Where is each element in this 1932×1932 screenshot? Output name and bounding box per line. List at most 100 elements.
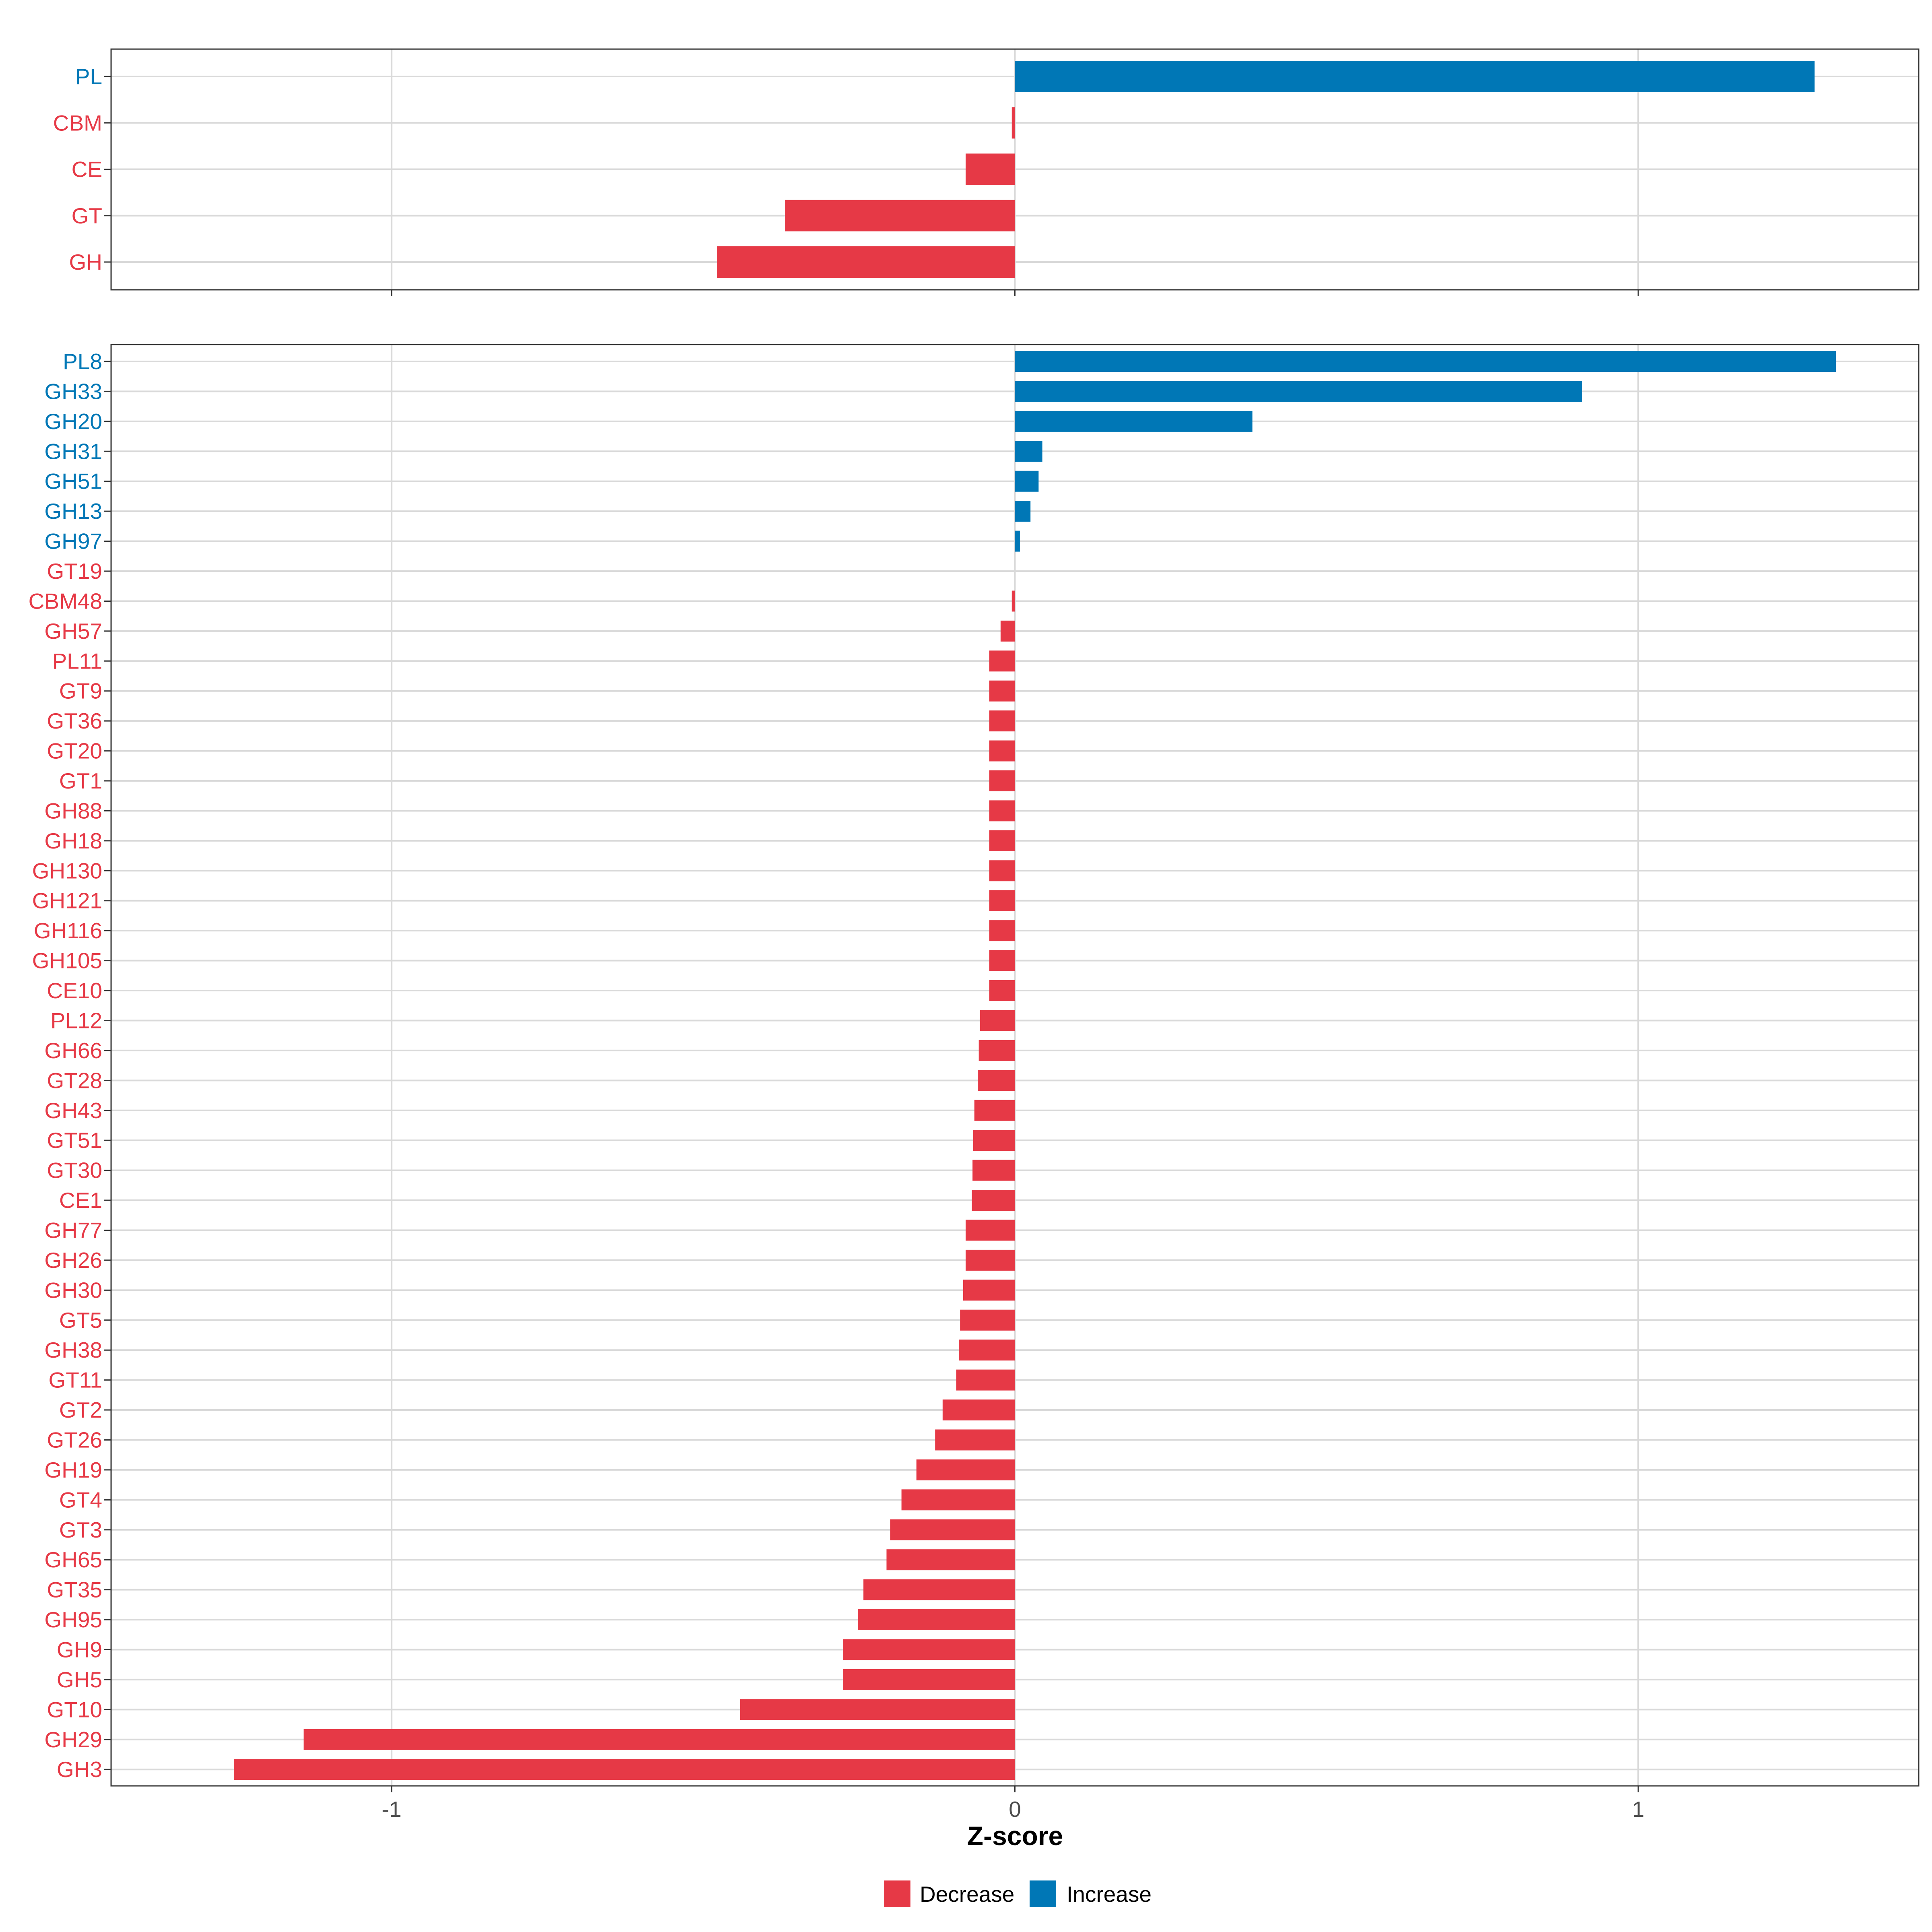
bar-gh3 xyxy=(234,1759,1015,1780)
category-label: GH18 xyxy=(44,828,102,853)
bar-pl8 xyxy=(1015,351,1836,372)
category-label: GH66 xyxy=(44,1038,102,1063)
category-label: GT51 xyxy=(47,1128,102,1153)
bar-gh20 xyxy=(1015,411,1253,432)
bar-gt26 xyxy=(935,1429,1015,1451)
bar-gh9 xyxy=(843,1639,1015,1660)
category-label: GH5 xyxy=(57,1667,102,1692)
category-label: GH9 xyxy=(57,1637,102,1662)
bar-gt11 xyxy=(956,1369,1015,1391)
bar-gt4 xyxy=(901,1489,1015,1511)
bar-gh29 xyxy=(303,1729,1015,1750)
category-label: GH43 xyxy=(44,1098,102,1123)
bar-pl11 xyxy=(989,650,1015,672)
category-label: GH29 xyxy=(44,1727,102,1752)
category-label: CBM48 xyxy=(29,588,102,613)
bar-gh88 xyxy=(989,800,1015,822)
category-label: GT1 xyxy=(59,768,102,793)
bar-pl xyxy=(1015,61,1815,92)
category-label: GH65 xyxy=(44,1547,102,1572)
bar-gh130 xyxy=(989,860,1015,881)
category-label: GT2 xyxy=(59,1397,102,1422)
legend-swatch-increase xyxy=(1030,1880,1056,1907)
bar-gh30 xyxy=(963,1280,1015,1301)
category-label: PL8 xyxy=(63,349,102,374)
category-label: GT28 xyxy=(47,1068,102,1093)
bar-ce1 xyxy=(972,1190,1015,1211)
category-label: GT11 xyxy=(49,1368,102,1393)
bar-gt5 xyxy=(960,1309,1015,1331)
x-axis-title: Z-score xyxy=(967,1821,1063,1851)
bar-gh116 xyxy=(989,920,1015,941)
bar-gh13 xyxy=(1015,501,1031,522)
bar-gh18 xyxy=(989,830,1015,851)
category-label: CBM xyxy=(53,110,102,135)
category-label: GH121 xyxy=(32,888,102,913)
category-label: GT35 xyxy=(47,1577,102,1602)
x-tick-label: -1 xyxy=(382,1797,401,1822)
category-label: CE10 xyxy=(47,978,102,1003)
category-label: GH26 xyxy=(44,1248,102,1273)
category-label: GT26 xyxy=(47,1427,102,1452)
x-axis: -1 0 1 xyxy=(382,1797,1644,1822)
category-label: GH20 xyxy=(44,409,102,434)
legend-label-decrease: Decrease xyxy=(920,1882,1014,1907)
bottom-panel: PL8 GH33 GH20 GH31 GH51 GH13 GH97 GT19 CBM48 GH57… xyxy=(29,344,1920,1792)
category-label: GH95 xyxy=(44,1607,102,1632)
x-tick-label: 1 xyxy=(1632,1797,1645,1822)
bar-gt35 xyxy=(863,1579,1015,1600)
x-tick-label: 0 xyxy=(1009,1797,1021,1822)
category-label: GT3 xyxy=(59,1517,102,1542)
bar-gh31 xyxy=(1015,441,1042,462)
category-label: GT9 xyxy=(59,679,102,704)
category-label: GT xyxy=(72,203,102,228)
bar-gt10 xyxy=(740,1699,1015,1720)
category-label: GT10 xyxy=(47,1697,102,1722)
bar-gh66 xyxy=(978,1040,1015,1061)
bar-gh65 xyxy=(886,1549,1015,1571)
bar-gh19 xyxy=(916,1459,1015,1480)
top-panel: PL CBM CE GT GH xyxy=(53,48,1920,296)
bar-gt1 xyxy=(989,770,1015,792)
bar-gt3 xyxy=(890,1519,1015,1540)
category-label: GT30 xyxy=(47,1158,102,1183)
category-label: PL12 xyxy=(51,1008,102,1033)
bar-ce10 xyxy=(989,980,1015,1001)
category-label: GH88 xyxy=(44,798,102,823)
bar-gh121 xyxy=(989,890,1015,911)
category-label: GH97 xyxy=(44,529,102,554)
category-label: CE1 xyxy=(59,1188,102,1213)
category-label: GT19 xyxy=(47,559,102,584)
category-label: GH13 xyxy=(44,499,102,524)
bar-gt20 xyxy=(989,740,1015,762)
bar-gh105 xyxy=(989,950,1015,971)
bar-gh33 xyxy=(1015,381,1582,402)
bar-gh38 xyxy=(959,1340,1015,1361)
bar-gh26 xyxy=(966,1249,1015,1271)
bar-ce xyxy=(966,153,1015,185)
category-label: PL xyxy=(75,64,102,89)
bar-gt51 xyxy=(973,1130,1015,1151)
category-label: GH77 xyxy=(44,1218,102,1243)
category-label: GH130 xyxy=(32,858,102,883)
category-label: GT4 xyxy=(59,1487,102,1512)
bar-cbm48 xyxy=(1011,590,1015,612)
bar-gh51 xyxy=(1015,471,1039,492)
category-label: GH51 xyxy=(44,469,102,494)
category-label: GH31 xyxy=(44,439,102,464)
bar-gh43 xyxy=(974,1100,1015,1121)
category-label: GH30 xyxy=(44,1278,102,1302)
bar-gt xyxy=(785,200,1015,231)
category-label: GT5 xyxy=(59,1308,102,1333)
category-label: GH105 xyxy=(32,948,102,973)
category-label: GH116 xyxy=(34,918,102,943)
category-label: PL11 xyxy=(52,648,102,673)
bar-gt36 xyxy=(989,710,1015,732)
category-label: GH3 xyxy=(57,1757,102,1782)
category-label: GH19 xyxy=(44,1457,102,1482)
category-label: GT36 xyxy=(47,708,102,733)
bar-gh xyxy=(717,246,1015,278)
legend: Decrease Increase xyxy=(884,1880,1152,1907)
bar-gt28 xyxy=(978,1070,1015,1091)
